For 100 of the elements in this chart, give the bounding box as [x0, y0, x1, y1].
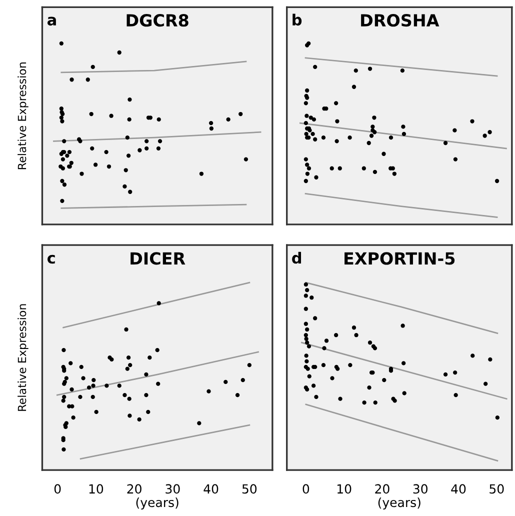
point	[78, 394, 82, 400]
point	[62, 447, 66, 452]
point	[86, 78, 90, 82]
point	[79, 364, 84, 370]
point	[127, 117, 132, 122]
point	[401, 361, 406, 366]
point	[312, 117, 316, 122]
point	[117, 50, 122, 55]
point	[61, 398, 66, 403]
point	[452, 128, 457, 132]
point	[109, 114, 114, 118]
point	[366, 140, 371, 146]
x-tick-label: 30	[166, 484, 180, 494]
point	[305, 172, 310, 176]
point	[69, 160, 74, 165]
point	[126, 356, 131, 360]
point	[238, 112, 243, 116]
point	[304, 336, 308, 341]
point	[125, 366, 130, 371]
point	[80, 172, 84, 176]
point	[125, 135, 130, 140]
point	[86, 386, 92, 390]
point	[60, 166, 66, 170]
point	[235, 393, 240, 398]
point	[60, 198, 64, 204]
point	[352, 326, 356, 330]
point	[313, 137, 318, 142]
point	[324, 338, 329, 343]
point	[208, 121, 214, 126]
point	[470, 119, 474, 124]
point	[144, 393, 148, 398]
chart-title: EXPORTIN-5	[344, 252, 455, 265]
point	[311, 384, 316, 388]
point	[388, 135, 394, 140]
point	[144, 146, 149, 151]
point	[322, 346, 326, 350]
point	[354, 333, 358, 338]
point	[494, 178, 500, 184]
point	[197, 421, 202, 426]
x-tick-label: 40	[204, 484, 218, 494]
point	[348, 363, 352, 368]
point	[128, 97, 132, 102]
point	[60, 119, 64, 124]
point	[453, 157, 458, 162]
point	[306, 166, 312, 170]
point	[307, 374, 312, 378]
point	[354, 68, 358, 73]
y-axis-title: Relative Expression	[18, 62, 28, 170]
point	[244, 157, 248, 162]
point	[124, 168, 128, 172]
point	[304, 114, 309, 118]
point	[304, 340, 310, 345]
point	[158, 139, 162, 144]
point	[304, 306, 308, 311]
point	[338, 166, 342, 170]
point	[304, 354, 308, 358]
point	[373, 400, 378, 405]
point	[124, 327, 128, 332]
point	[128, 190, 132, 194]
point	[64, 376, 68, 380]
chart-title: DROSHA	[361, 14, 440, 27]
point	[372, 170, 378, 174]
point	[59, 41, 64, 46]
point	[372, 116, 376, 120]
text: d	[292, 252, 302, 264]
point	[240, 378, 245, 382]
point	[90, 146, 94, 151]
point	[144, 139, 149, 144]
point	[60, 157, 66, 162]
point	[59, 106, 64, 111]
point	[304, 88, 310, 93]
point	[93, 162, 98, 167]
y-axis-title: Relative Expression	[18, 304, 28, 411]
chart-title: DICER	[130, 252, 186, 265]
point	[304, 282, 308, 287]
point	[370, 124, 375, 129]
point	[495, 416, 500, 420]
point	[338, 396, 342, 401]
x-tick-label: 40	[451, 484, 466, 494]
point	[156, 146, 161, 151]
point	[155, 348, 160, 352]
point	[352, 84, 356, 89]
point	[308, 116, 313, 120]
point	[81, 376, 86, 380]
point	[400, 68, 405, 73]
point	[94, 410, 98, 414]
point	[156, 117, 161, 122]
point	[90, 64, 95, 70]
point	[401, 124, 406, 129]
point	[146, 410, 150, 414]
point	[70, 78, 74, 82]
point	[304, 333, 308, 338]
point	[68, 361, 73, 366]
point	[91, 384, 96, 388]
point	[117, 384, 122, 388]
point	[144, 372, 148, 377]
point	[304, 157, 308, 162]
x-tick-label: 50	[242, 484, 257, 494]
point	[148, 356, 152, 360]
point	[304, 101, 308, 106]
